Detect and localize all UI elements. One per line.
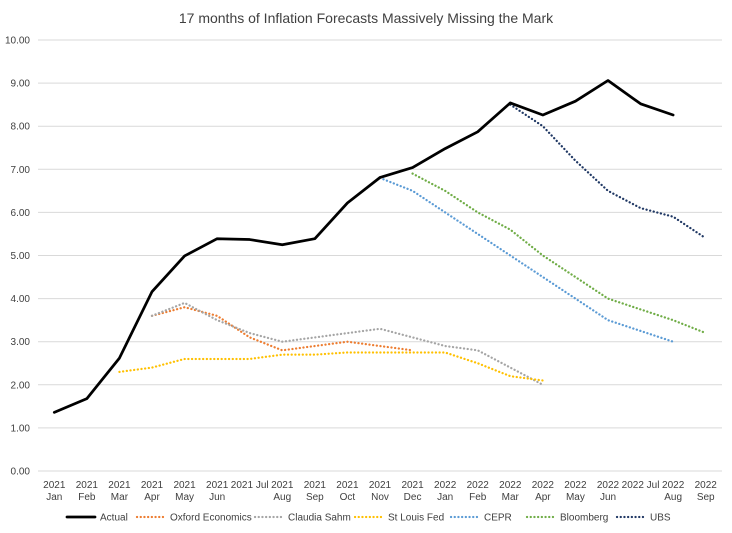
y-axis-tick-labels: 0.00 1.00 2.00 3.00 4.00 5.00 6.00 7.00 8.00 9.00… xyxy=(5,36,30,478)
x-tick-label: Sep xyxy=(306,492,324,503)
x-tick-label: 2021 xyxy=(173,480,196,491)
legend-label: Oxford Economics xyxy=(170,513,252,524)
series-line-claudia-sahm xyxy=(150,301,544,386)
gridlines xyxy=(38,39,722,472)
x-tick-label: Sep xyxy=(697,492,715,503)
y-tick-label: 5.00 xyxy=(11,251,31,262)
x-tick-label: 2022 Jul xyxy=(622,480,660,491)
x-tick-label: Apr xyxy=(535,492,551,503)
x-tick-label: 2022 xyxy=(662,480,685,491)
x-tick-label: 2021 xyxy=(369,480,392,491)
series-line-actual xyxy=(52,79,675,414)
legend-label: CEPR xyxy=(484,513,512,524)
x-tick-label: Jan xyxy=(46,492,62,503)
y-tick-label: 2.00 xyxy=(11,380,31,391)
legend-item-ubs: UBS xyxy=(615,513,671,524)
x-tick-label: 2021 xyxy=(206,480,229,491)
legend-label: Bloomberg xyxy=(560,513,608,524)
y-tick-label: 6.00 xyxy=(11,208,31,219)
x-tick-label: Apr xyxy=(144,492,160,503)
x-tick-label: 2021 xyxy=(271,480,294,491)
legend-label: UBS xyxy=(650,513,671,524)
legend-label: Claudia Sahm xyxy=(288,513,351,524)
legend-item-actual: Actual xyxy=(65,513,128,524)
x-tick-label: May xyxy=(175,492,194,503)
x-tick-label: May xyxy=(566,492,585,503)
x-tick-label: 2022 xyxy=(499,480,522,491)
x-tick-label: Dec xyxy=(404,492,422,503)
x-tick-label: Oct xyxy=(340,492,356,503)
x-tick-label: Nov xyxy=(371,492,389,503)
x-tick-label: 2021 xyxy=(108,480,131,491)
y-tick-label: 9.00 xyxy=(11,79,31,90)
series-line-bloomberg xyxy=(411,172,707,335)
x-tick-label: Mar xyxy=(502,492,520,503)
y-tick-label: 1.00 xyxy=(11,423,31,434)
x-tick-label: 2021 Jul xyxy=(231,480,269,491)
x-tick-label: 2021 xyxy=(76,480,99,491)
x-tick-label: 2021 xyxy=(336,480,359,491)
x-tick-label: Aug xyxy=(273,492,291,503)
x-tick-label: Jan xyxy=(437,492,453,503)
x-tick-label: 2022 xyxy=(434,480,457,491)
legend-label: St Louis Fed xyxy=(388,513,444,524)
chart-title: 17 months of Inflation Forecasts Massive… xyxy=(179,10,554,26)
x-tick-label: Mar xyxy=(111,492,129,503)
legend-item-bloomberg: Bloomberg xyxy=(525,513,608,524)
series-line-cepr xyxy=(378,176,675,343)
legend-item-cepr: CEPR xyxy=(449,513,512,524)
y-tick-label: 3.00 xyxy=(11,337,31,348)
x-tick-label: 2022 xyxy=(467,480,490,491)
x-tick-label: 2021 xyxy=(401,480,424,491)
legend: Actual Oxford Economics Claudia Sahm St Lou… xyxy=(65,513,671,524)
x-tick-label: Jun xyxy=(600,492,616,503)
legend-item-st-louis-fed: St Louis Fed xyxy=(353,513,444,524)
series-line-oxford-economics xyxy=(150,306,414,352)
x-tick-label: 2021 xyxy=(43,480,66,491)
x-axis-tick-labels: 2021Jan2021Feb2021Mar2021Apr2021May2021J… xyxy=(43,480,717,503)
x-tick-label: 2022 xyxy=(695,480,718,491)
x-tick-label: 2022 xyxy=(532,480,555,491)
x-tick-label: 2022 xyxy=(564,480,587,491)
series-lines xyxy=(52,79,707,414)
x-tick-label: 2022 xyxy=(597,480,620,491)
legend-item-oxford-economics: Oxford Economics xyxy=(135,513,252,524)
legend-item-claudia-sahm: Claudia Sahm xyxy=(253,513,351,524)
y-tick-label: 0.00 xyxy=(11,467,31,478)
y-tick-label: 10.00 xyxy=(5,36,30,47)
x-tick-label: Aug xyxy=(664,492,682,503)
x-tick-label: Jun xyxy=(209,492,225,503)
x-tick-label: Feb xyxy=(78,492,96,503)
y-tick-label: 4.00 xyxy=(11,294,31,305)
y-tick-label: 7.00 xyxy=(11,165,31,176)
x-tick-label: 2021 xyxy=(304,480,327,491)
y-tick-label: 8.00 xyxy=(11,122,31,133)
x-tick-label: Feb xyxy=(469,492,487,503)
series-line-st-louis-fed xyxy=(118,351,544,382)
x-tick-label: 2021 xyxy=(141,480,164,491)
legend-label: Actual xyxy=(100,513,128,524)
